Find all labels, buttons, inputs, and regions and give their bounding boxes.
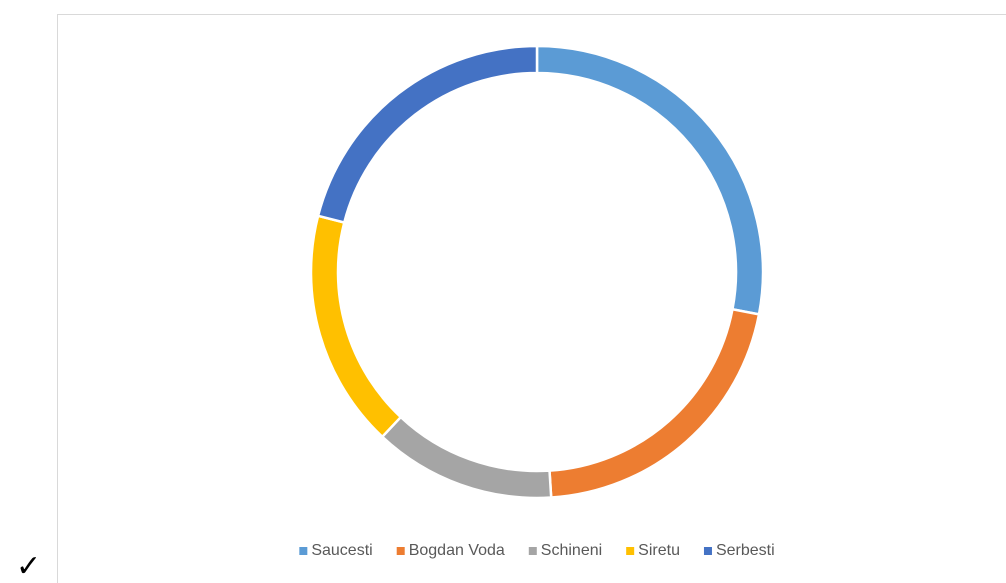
legend-label: Siretu: [638, 542, 680, 559]
legend-swatch: [528, 547, 537, 555]
legend-swatch: [703, 547, 712, 555]
legend-swatch: [299, 547, 308, 555]
legend-swatch: [626, 547, 635, 555]
legend-label: Bogdan Voda: [409, 542, 505, 559]
legend-swatch: [396, 547, 405, 555]
legend-label: Schineni: [541, 542, 602, 559]
donut-segment: [316, 44, 539, 225]
legend-label: Saucesti: [311, 542, 372, 559]
legend-label: Serbesti: [716, 542, 775, 559]
check-mark: ✓: [16, 550, 41, 583]
